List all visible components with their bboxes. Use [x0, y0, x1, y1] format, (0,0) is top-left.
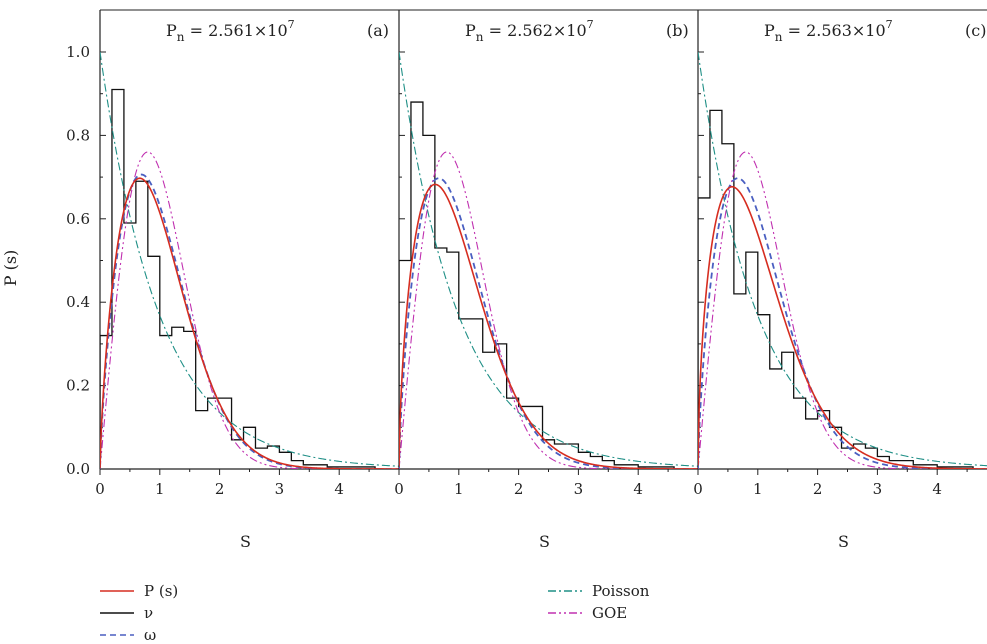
x-tick-label: 2	[215, 480, 225, 498]
x-tick-label: 2	[813, 480, 823, 498]
x-tick-label: 4	[932, 480, 942, 498]
ps-curve	[100, 177, 399, 469]
y-axis-label: P (s)	[1, 250, 20, 287]
omega-curve	[100, 173, 399, 469]
x-tick-label: 1	[155, 480, 165, 498]
x-tick-label: 0	[693, 480, 703, 498]
y-tick-label: 1.0	[66, 43, 90, 61]
x-axis-label: S	[240, 532, 251, 551]
x-tick-label: 4	[633, 480, 643, 498]
legend-label: GOE	[592, 604, 627, 622]
pn-annotation: Pn = 2.563×107	[764, 18, 893, 44]
nu-histogram	[100, 88, 388, 469]
x-tick-label: 4	[334, 480, 344, 498]
plot-area	[100, 51, 399, 469]
panel-1: 0.0 0.2 0.4 0.6 0.8 1.0 0 1 2 3 4 S Pn = 2.561×107 (a…	[66, 9, 399, 551]
panel-label: (a)	[367, 21, 389, 40]
nu-histogram	[399, 101, 687, 469]
y-tick-label: 0.0	[66, 460, 90, 478]
legend-item-goe: GOE	[548, 604, 627, 622]
panel-label: (b)	[666, 21, 689, 40]
legend-label: ν	[144, 604, 153, 622]
plot-area	[399, 51, 698, 469]
x-tick-label: 3	[275, 480, 285, 498]
legend-label: P (s)	[144, 582, 178, 600]
x-tick-label: 0	[95, 480, 105, 498]
legend-item-ps: P (s)	[100, 582, 178, 600]
panel-label: (c)	[965, 21, 986, 40]
omega-curve	[399, 177, 698, 469]
y-tick-label: 0.8	[66, 126, 90, 144]
legend-label: Poisson	[592, 582, 650, 600]
legend-label: ω	[144, 626, 156, 644]
legend-item-poisson: Poisson	[548, 582, 650, 600]
legend-item-nu: ν	[100, 604, 153, 622]
poisson-curve	[100, 51, 399, 467]
nu-histogram	[698, 109, 986, 469]
y-tick-label: 0.2	[66, 377, 90, 395]
x-tick-label: 2	[514, 480, 524, 498]
x-tick-label: 0	[394, 480, 404, 498]
panels-group: 0.0 0.2 0.4 0.6 0.8 1.0 0 1 2 3 4 S Pn = 2.561×107 (a…	[66, 9, 987, 551]
x-axis-label: S	[539, 532, 550, 551]
omega-curve	[698, 177, 987, 469]
x-tick-label: 3	[574, 480, 584, 498]
pn-annotation: Pn = 2.561×107	[166, 18, 295, 44]
goe-curve	[100, 151, 399, 469]
x-tick-label: 3	[873, 480, 883, 498]
legend-item-omega: ω	[100, 626, 156, 644]
pn-annotation: Pn = 2.562×107	[465, 18, 594, 44]
panel-2: 0 1 2 3 4 S Pn = 2.562×107 (b)	[394, 9, 698, 551]
legend: P (s) νω Poisson GOE	[100, 582, 650, 644]
plot-area	[698, 51, 987, 469]
y-tick-label: 0.4	[66, 293, 90, 311]
poisson-curve	[399, 51, 698, 467]
ps-curve	[399, 183, 698, 469]
y-tick-label: 0.6	[66, 210, 90, 228]
x-tick-label: 1	[753, 480, 763, 498]
goe-curve	[399, 151, 698, 469]
ps-curve	[698, 185, 987, 469]
goe-curve	[698, 151, 987, 469]
x-tick-label: 1	[454, 480, 464, 498]
panel-3: 0 1 2 3 4 S Pn = 2.563×107 (c)	[693, 9, 987, 551]
x-axis-label: S	[838, 532, 849, 551]
poisson-curve	[698, 51, 987, 467]
